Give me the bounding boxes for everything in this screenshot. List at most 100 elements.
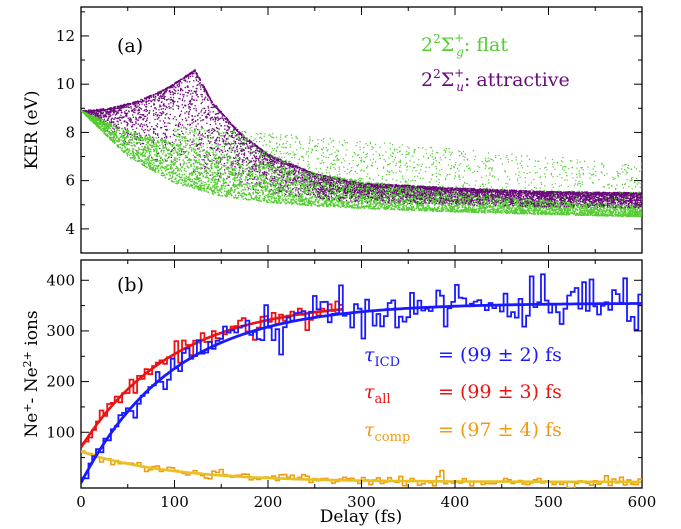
point-attractive	[216, 137, 218, 139]
point-attractive	[244, 158, 247, 160]
point-attractive	[143, 131, 146, 134]
point-attractive	[170, 96, 172, 99]
point-attractive	[199, 84, 201, 86]
point-attractive	[214, 139, 216, 141]
point-attractive	[239, 173, 241, 175]
point-attractive	[152, 130, 155, 133]
point-attractive	[129, 118, 132, 120]
point-attractive	[154, 106, 156, 109]
panel-a-scatter	[81, 69, 642, 218]
point-attractive	[192, 92, 194, 94]
point-attractive	[141, 113, 144, 116]
point-attractive	[99, 113, 102, 115]
point-attractive	[294, 172, 297, 174]
point-attractive	[213, 141, 216, 144]
point-attractive	[216, 130, 218, 133]
point-attractive	[300, 174, 303, 176]
point-attractive	[114, 123, 116, 125]
point-attractive	[184, 104, 186, 107]
point-attractive	[234, 142, 237, 145]
point-attractive	[624, 203, 626, 205]
point-attractive	[218, 118, 220, 121]
point-attractive	[110, 120, 113, 122]
point-attractive	[214, 129, 216, 132]
point-attractive	[191, 119, 193, 122]
point-attractive	[218, 150, 221, 153]
point-attractive	[381, 191, 384, 194]
point-attractive	[120, 109, 122, 111]
point-attractive	[522, 195, 525, 198]
point-attractive	[184, 151, 187, 153]
point-attractive	[424, 199, 426, 201]
point-attractive	[135, 127, 138, 129]
point-attractive	[179, 98, 181, 100]
point-attractive	[100, 116, 102, 118]
point-attractive	[166, 128, 168, 131]
point-attractive	[157, 136, 160, 138]
point-attractive	[172, 108, 174, 111]
point-attractive	[115, 124, 118, 127]
point-attractive	[584, 201, 586, 203]
point-attractive	[274, 170, 277, 172]
point-attractive	[170, 156, 173, 159]
point-attractive	[211, 129, 213, 132]
point-attractive	[195, 99, 198, 102]
point-attractive	[177, 107, 180, 110]
point-attractive	[251, 157, 254, 160]
point-attractive	[217, 178, 220, 181]
point-attractive	[186, 85, 188, 88]
point-attractive	[170, 107, 172, 109]
point-attractive	[357, 191, 359, 194]
point-attractive	[179, 123, 182, 126]
point-attractive	[200, 109, 203, 111]
point-attractive	[204, 110, 207, 112]
point-attractive	[237, 155, 239, 158]
point-attractive	[234, 160, 237, 162]
point-attractive	[158, 109, 160, 111]
point-attractive	[146, 119, 148, 122]
point-attractive	[233, 136, 235, 139]
point-attractive	[546, 197, 549, 199]
point-attractive	[145, 106, 147, 108]
point-attractive	[168, 98, 170, 100]
point-attractive	[177, 105, 180, 107]
point-attractive	[141, 103, 143, 105]
point-attractive	[573, 199, 575, 202]
point-attractive	[255, 155, 258, 158]
point-attractive	[174, 89, 176, 92]
point-attractive	[204, 136, 206, 138]
point-attractive	[192, 80, 195, 82]
point-attractive	[258, 182, 260, 185]
point-attractive	[198, 112, 200, 115]
point-attractive	[201, 101, 203, 104]
point-attractive	[145, 123, 148, 126]
point-attractive	[201, 95, 203, 98]
point-attractive	[202, 119, 205, 121]
point-attractive	[260, 182, 262, 184]
point-attractive	[223, 169, 226, 171]
point-attractive	[129, 120, 132, 123]
point-attractive	[214, 113, 217, 116]
point-attractive	[220, 149, 222, 151]
point-attractive	[186, 139, 189, 142]
point-attractive	[233, 129, 235, 132]
point-attractive	[120, 114, 122, 116]
point-attractive	[216, 140, 218, 142]
point-attractive	[206, 116, 208, 118]
point-attractive	[132, 116, 135, 119]
point-attractive	[286, 167, 288, 170]
point-attractive	[114, 116, 117, 119]
point-attractive	[162, 103, 165, 106]
point-attractive	[172, 133, 175, 135]
point-attractive	[191, 97, 193, 100]
point-attractive	[165, 125, 168, 128]
point-attractive	[244, 147, 247, 149]
point-attractive	[192, 121, 195, 123]
point-attractive	[195, 92, 197, 94]
point-attractive	[110, 118, 112, 121]
point-attractive	[178, 125, 180, 128]
point-attractive	[158, 97, 160, 99]
point-attractive	[126, 125, 128, 127]
point-attractive	[225, 121, 227, 124]
point-attractive	[170, 150, 173, 152]
